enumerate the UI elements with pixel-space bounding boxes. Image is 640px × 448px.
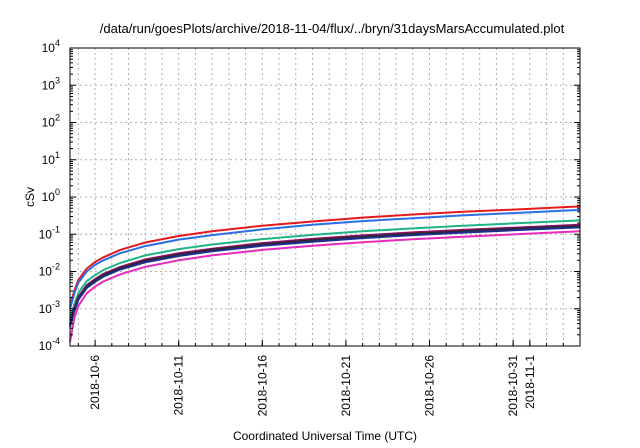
y-tick-label: 10-4: [39, 336, 60, 353]
y-tick-exponent: -2: [52, 262, 60, 272]
x-tick-label: 2018-10-11: [172, 355, 186, 416]
y-tick-label: 104: [42, 38, 60, 55]
x-tick-label: 2018-10-6: [88, 355, 102, 410]
y-axis-label: cSv: [23, 187, 37, 207]
y-tick-exponent: 2: [55, 113, 60, 123]
series-layer: [69, 205, 581, 342]
y-tick-exponent: -3: [52, 299, 60, 309]
y-tick-label: 103: [42, 75, 60, 92]
x-axis: 2018-10-6 2018-10-11 2018-10-16 2018-10-21 2…: [77, 340, 564, 417]
x-tick-label: 2018-11-1: [523, 355, 537, 409]
y-tick-exponent: -4: [52, 336, 60, 346]
y-tick-exponent: 3: [55, 75, 60, 85]
y-tick-exponent: 0: [55, 187, 60, 197]
y-tick-label: 102: [42, 113, 60, 130]
y-tick-label: 101: [42, 150, 60, 167]
x-tick-label: 2018-10-26: [423, 355, 437, 417]
series-line-7: [69, 230, 581, 342]
x-tick-label: 2018-10-21: [339, 355, 353, 417]
y-tick-exponent: -1: [52, 224, 60, 234]
y-tick-exponent: 1: [55, 150, 60, 160]
y-tick-label: 10-3: [39, 299, 60, 316]
series-line-1: [69, 205, 581, 307]
y-tick-label: 100: [42, 187, 60, 204]
x-tick-label: 2018-10-31: [506, 355, 520, 417]
y-tick-exponent: 4: [55, 38, 60, 48]
series-line-6: [69, 226, 581, 327]
y-tick-label: 10-1: [39, 224, 60, 241]
y-tick-label: 10-2: [39, 262, 60, 279]
series-line-2: [69, 208, 581, 310]
grid: [70, 48, 580, 346]
series-line-3: [69, 219, 581, 321]
x-axis-label: Coordinated Universal Time (UTC): [233, 429, 417, 443]
x-tick-label: 2018-10-16: [255, 355, 269, 417]
chart-title: /data/run/goesPlots/archive/2018-11-04/f…: [100, 21, 565, 36]
